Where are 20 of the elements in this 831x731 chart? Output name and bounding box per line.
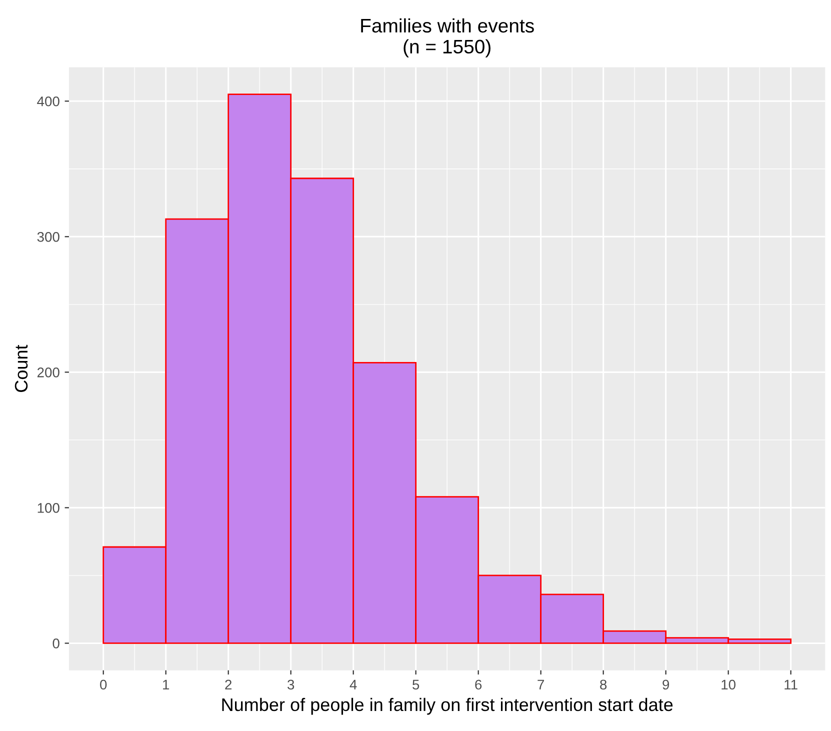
x-tick-label: 10 xyxy=(722,680,736,690)
y-tick-label: 200 xyxy=(37,368,60,378)
x-tick-label: 6 xyxy=(475,680,482,690)
x-tick-label: 11 xyxy=(784,680,798,690)
chart-title: Families with events (n = 1550) xyxy=(361,18,534,58)
x-tick-label: 9 xyxy=(662,680,670,690)
x-tick-label: 8 xyxy=(600,680,607,690)
y-tick-label: 100 xyxy=(38,503,60,513)
y-tick-label: 0 xyxy=(52,638,60,648)
y-axis-title: Count xyxy=(14,344,28,392)
x-tick-label: 7 xyxy=(538,680,544,690)
x-tick-label: 0 xyxy=(100,680,107,690)
y-tick-label: 400 xyxy=(37,96,60,106)
x-axis-title: Number of people in family on first intervention start date xyxy=(222,698,673,715)
x-tick-label: 4 xyxy=(350,680,357,690)
x-tick-label: 5 xyxy=(412,680,420,690)
x-tick-label: 3 xyxy=(288,680,294,690)
x-tick-label: 2 xyxy=(225,680,232,690)
x-tick-label: 1 xyxy=(163,680,170,690)
y-tick-label: 300 xyxy=(37,232,60,242)
